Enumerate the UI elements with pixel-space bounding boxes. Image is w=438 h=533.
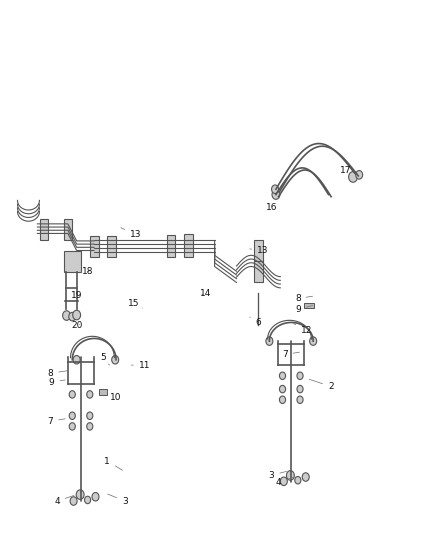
Circle shape [69,423,75,430]
Circle shape [349,172,357,182]
Text: 7: 7 [282,350,300,359]
Circle shape [272,185,279,193]
Circle shape [76,490,84,499]
Bar [167,235,175,257]
Text: 4: 4 [54,496,74,505]
Bar [254,240,263,261]
Text: 17: 17 [340,166,355,175]
Bar [64,219,72,240]
Circle shape [85,496,91,504]
Text: 20: 20 [71,321,82,329]
Text: 3: 3 [108,494,128,505]
Text: 10: 10 [107,392,122,401]
Circle shape [272,190,280,199]
Text: 11: 11 [131,361,150,369]
Text: 15: 15 [128,300,142,308]
Circle shape [310,337,317,345]
Circle shape [286,471,294,480]
Circle shape [92,492,99,501]
Text: 16: 16 [266,204,277,212]
Text: 4: 4 [276,477,295,487]
Circle shape [280,477,287,486]
Bar [254,260,263,282]
Circle shape [279,396,286,403]
Circle shape [302,473,309,481]
Text: 2: 2 [309,379,333,391]
Circle shape [297,396,303,403]
Bar [107,236,116,257]
Circle shape [87,412,93,419]
Text: 5: 5 [100,353,110,365]
Circle shape [69,391,75,398]
Circle shape [69,412,75,419]
Text: 18: 18 [82,268,93,276]
Text: 9: 9 [295,305,313,313]
Text: 8: 8 [295,294,313,303]
Bar [99,389,107,395]
Bar [184,233,193,256]
Circle shape [356,171,363,179]
Circle shape [87,423,93,430]
Text: 6: 6 [250,317,261,327]
Text: 3: 3 [268,471,286,480]
Text: 13: 13 [250,246,268,255]
Circle shape [297,372,303,379]
Circle shape [69,312,76,321]
Circle shape [73,356,80,364]
Text: 13: 13 [121,228,141,239]
Circle shape [63,311,71,320]
Circle shape [295,477,301,484]
Text: 7: 7 [47,417,65,425]
Text: 12: 12 [293,324,312,335]
Bar [64,251,81,272]
Text: 14: 14 [200,289,212,297]
Bar [304,303,314,308]
Circle shape [73,310,81,320]
Circle shape [112,356,119,364]
Circle shape [266,337,273,345]
Circle shape [297,385,303,393]
Circle shape [279,372,286,379]
Text: 8: 8 [47,369,67,377]
Bar [40,219,48,240]
Bar [90,236,99,257]
Circle shape [70,497,77,505]
Text: 1: 1 [104,457,123,470]
Circle shape [87,391,93,398]
Text: 9: 9 [49,378,65,386]
Text: 19: 19 [71,292,82,300]
Circle shape [279,385,286,393]
